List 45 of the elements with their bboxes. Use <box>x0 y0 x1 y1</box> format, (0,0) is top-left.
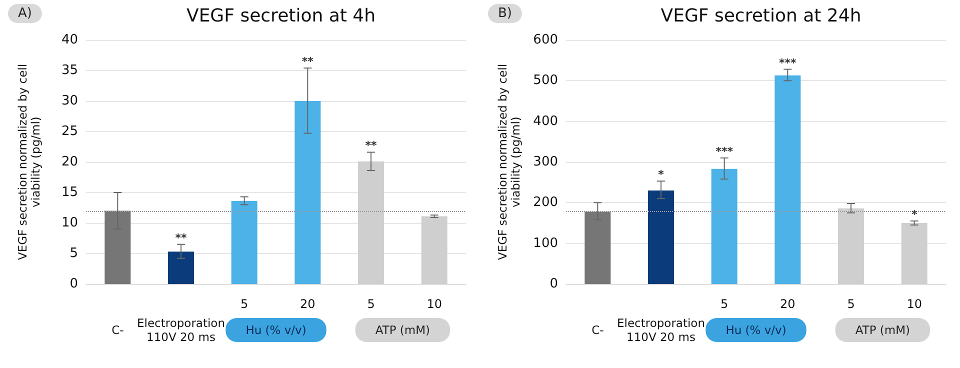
y-tick-label: 25 <box>61 124 78 139</box>
y-tick-label: 5 <box>70 246 78 261</box>
y-tick-label: 200 <box>533 195 558 210</box>
data-label: * <box>911 208 918 221</box>
x-tick-label: 5 <box>720 297 728 311</box>
data-label: *** <box>779 56 797 70</box>
y-tick-label: 600 <box>533 32 558 48</box>
text: ATP (mM) <box>855 323 910 337</box>
data-label: ** <box>175 231 187 244</box>
text: Electroporation 110V 20 ms <box>136 316 226 344</box>
y-tick-label: 40 <box>61 32 78 48</box>
text: C- <box>592 323 604 337</box>
data-label: ** <box>302 55 314 68</box>
y-tick-label: 500 <box>533 73 558 88</box>
y-tick-label: 30 <box>61 94 78 108</box>
y-tick-label: 100 <box>533 236 558 251</box>
text: Hu (% v/v) <box>726 323 786 337</box>
y-tick-label: 0 <box>550 276 558 292</box>
data-label: * <box>658 168 664 182</box>
y-axis-title: VEGF secretion normalized by cell viability (pg/ml) <box>496 64 522 260</box>
y-axis-title: VEGF secretion normalized by cell viability (pg/ml) <box>16 64 42 260</box>
y-tick-label: 0 <box>70 276 78 292</box>
x-tick-label: 5 <box>367 297 375 311</box>
y-tick-label: 20 <box>61 154 78 170</box>
x-tick-label: 5 <box>847 297 855 311</box>
text: C- <box>112 323 124 337</box>
x-tick-label: 20 <box>300 297 316 311</box>
data-label: ** <box>365 139 377 152</box>
text: Electroporation 110V 20 ms <box>616 316 706 344</box>
y-tick-label: 300 <box>533 154 558 170</box>
y-tick-label: 400 <box>533 114 558 129</box>
y-tick-label: 35 <box>61 63 78 78</box>
x-tick-label: 10 <box>906 297 922 311</box>
y-tick-label: 10 <box>61 216 78 230</box>
text: B) <box>498 6 512 21</box>
text: ATP (mM) <box>375 323 430 337</box>
data-label: *** <box>716 144 734 158</box>
chart-title: VEGF secretion at 24h <box>660 6 862 26</box>
y-tick-label: 15 <box>61 185 78 200</box>
x-tick-label: 10 <box>426 297 442 311</box>
x-tick-label: 5 <box>240 297 248 311</box>
text: A) <box>18 6 32 21</box>
x-tick-label: 20 <box>780 297 796 311</box>
chart-title: VEGF secretion at 4h <box>186 6 376 26</box>
text: Hu (% v/v) <box>246 323 306 337</box>
